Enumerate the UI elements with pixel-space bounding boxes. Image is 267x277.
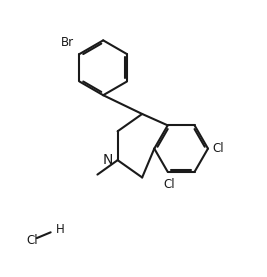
Text: Br: Br bbox=[61, 36, 74, 49]
Text: Cl: Cl bbox=[212, 142, 224, 155]
Text: Cl: Cl bbox=[163, 178, 175, 191]
Text: N: N bbox=[103, 153, 113, 166]
Text: Cl: Cl bbox=[27, 234, 38, 247]
Text: H: H bbox=[56, 223, 64, 236]
